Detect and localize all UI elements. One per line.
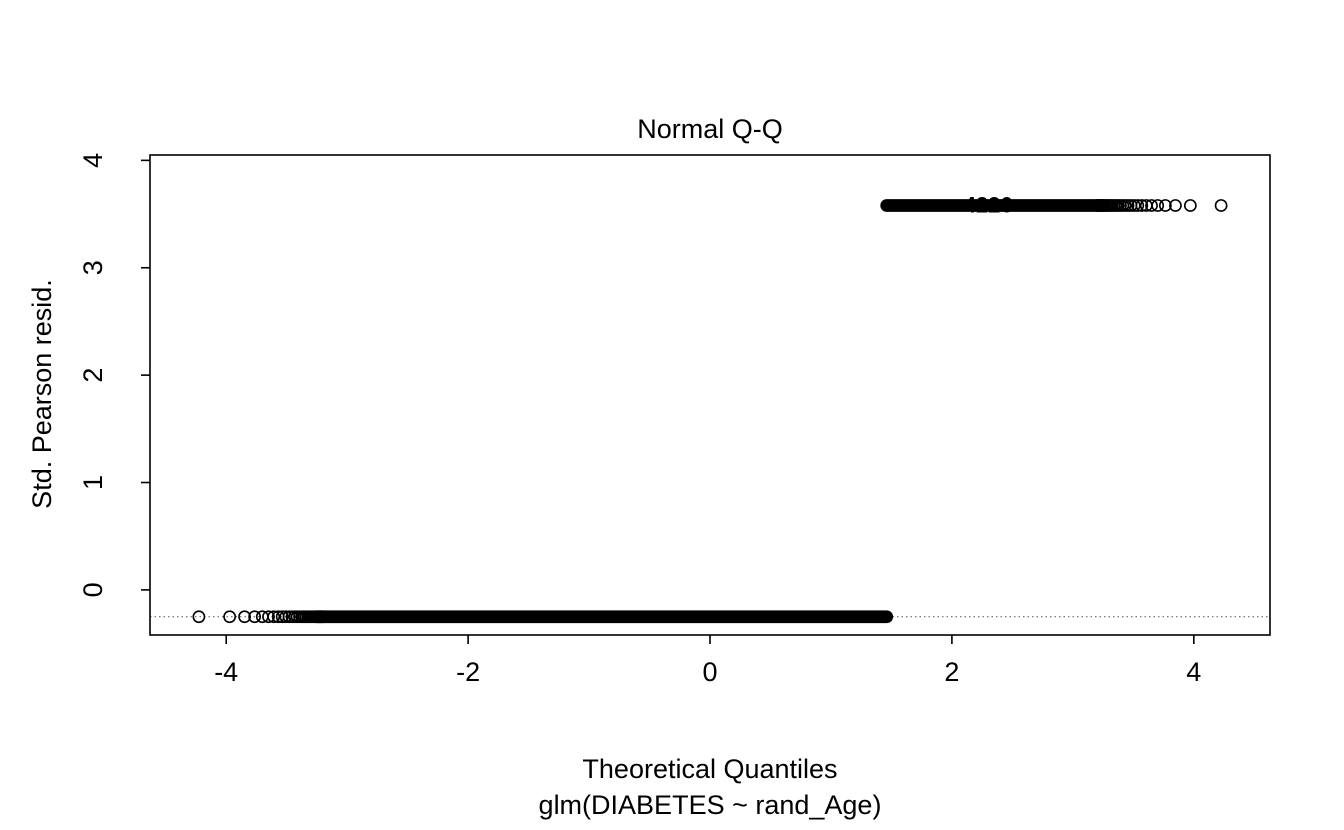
x-tick-label: 0 [702,657,717,687]
data-point [1158,199,1172,212]
data-point [1214,199,1228,212]
y-tick-label: 1 [78,475,108,490]
y-tick-label: 4 [78,153,108,168]
data-point [275,610,289,624]
x-tick-label: 4 [1186,657,1201,687]
y-tick-label: 2 [78,368,108,383]
data-point [248,610,262,624]
point-label: 4226 [964,192,1013,217]
x-tick-label: -2 [456,657,480,687]
data-point [238,610,251,624]
x-tick-label: 2 [944,657,959,687]
model-label: glm(DIABETES ~ rand_Age) [538,790,882,820]
data-point [1145,199,1158,212]
data-point [316,610,329,624]
data-point [1139,199,1153,212]
data-point [223,610,237,624]
data-point [1091,199,1104,212]
plot-frame [149,154,1271,636]
y-tick-label: 3 [78,260,108,275]
chart-title: Normal Q-Q [637,114,783,144]
data-point [1169,199,1182,212]
data-point [262,610,275,624]
data-point [192,610,206,624]
data-point [267,610,281,624]
data-point [1183,199,1197,212]
x-axis-label: Theoretical Quantiles [582,754,838,784]
data-point [1131,199,1145,212]
x-tick-label: -4 [214,657,238,687]
y-tick-label: 0 [78,582,108,597]
y-axis-label: Std. Pearson resid. [27,279,57,509]
